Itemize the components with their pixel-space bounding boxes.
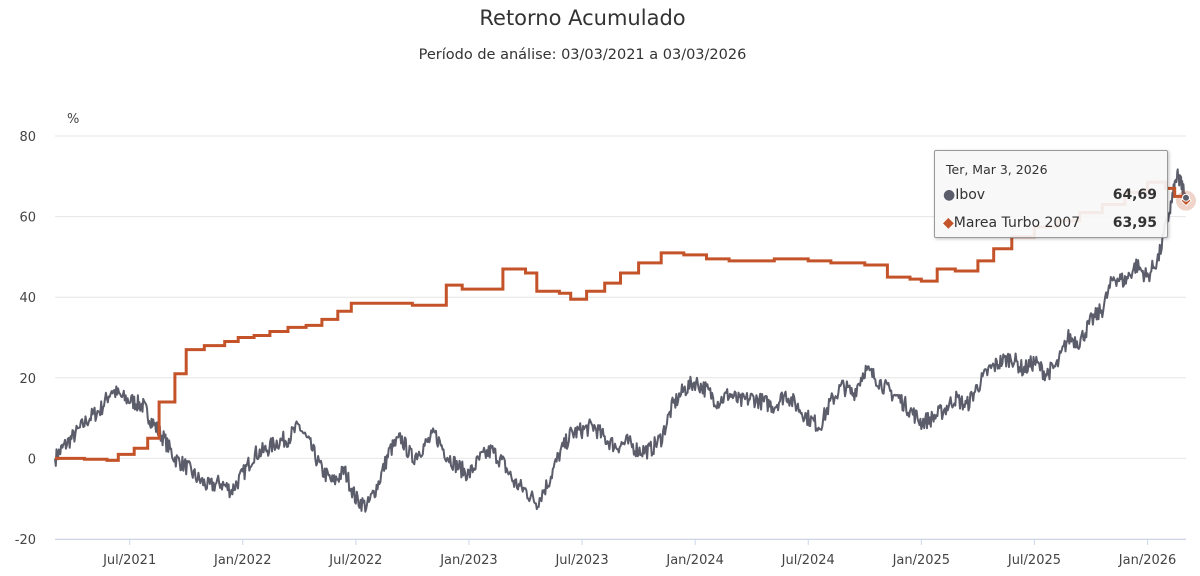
tooltip-series-ibov: ●Ibov xyxy=(943,187,985,203)
x-tick-label: Jul/2024 xyxy=(781,553,835,568)
x-tick-label: Jul/2022 xyxy=(328,553,382,568)
chart-subtitle: Período de análise: 03/03/2021 a 03/03/2… xyxy=(418,47,747,63)
tooltip-date: Ter, Mar 3, 2026 xyxy=(946,162,1048,177)
y-tick-label: -20 xyxy=(15,533,36,548)
y-tick-label: 0 xyxy=(28,452,36,467)
x-tick-label: Jan/2025 xyxy=(892,553,951,568)
tooltip-value-ibov: 64,69 xyxy=(1112,187,1157,203)
x-tick-label: Jan/2023 xyxy=(439,553,498,568)
y-tick-label: 20 xyxy=(19,372,36,387)
y-tick-label: 80 xyxy=(19,130,36,145)
y-tick-label: 40 xyxy=(19,291,36,306)
tooltip-row-marea: ◆Marea Turbo 2007 63,95 xyxy=(943,215,1157,235)
series-line-marea-turbo-2007 xyxy=(55,180,1188,462)
series-group xyxy=(54,168,1188,513)
tooltip-series-name: Marea Turbo 2007 xyxy=(953,215,1081,231)
tooltip-row-ibov: ●Ibov 64,69 xyxy=(943,187,1157,207)
tooltip: Ter, Mar 3, 2026 ●Ibov 64,69 ◆Marea Turb… xyxy=(934,150,1168,238)
x-tick-label: Jan/2022 xyxy=(213,553,272,568)
chart-title: Retorno Acumulado xyxy=(479,6,686,30)
x-tick-label: Jul/2021 xyxy=(102,553,156,568)
x-tick-label: Jan/2024 xyxy=(665,553,724,568)
y-tick-label: 60 xyxy=(19,211,36,226)
x-axis: Jul/2021 Jan/2022 Jul/2022 Jan/2023 Jul/2023… xyxy=(55,539,1186,568)
y-axis: -20 0 20 40 60 80 xyxy=(15,130,36,548)
x-tick-label: Jul/2023 xyxy=(554,553,608,568)
circle-marker-icon: ● xyxy=(943,187,956,203)
hover-markers xyxy=(1176,190,1196,211)
x-tick-label: Jan/2026 xyxy=(1118,553,1177,568)
tooltip-value-marea: 63,95 xyxy=(1112,215,1157,231)
y-axis-unit-label: % xyxy=(67,112,79,127)
tooltip-series-marea: ◆Marea Turbo 2007 xyxy=(943,215,1080,231)
hover-point-ibov xyxy=(1182,193,1190,202)
tooltip-series-name: Ibov xyxy=(955,187,986,203)
series-line-ibov xyxy=(54,168,1187,513)
x-tick-label: Jul/2025 xyxy=(1007,553,1061,568)
diamond-marker-icon: ◆ xyxy=(943,215,954,231)
